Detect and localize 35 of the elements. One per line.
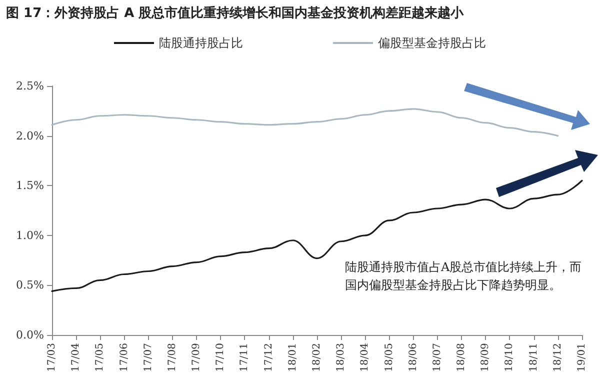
x-tick-label: 17/06 [118,343,130,372]
x-tick-label: 18/06 [408,343,419,372]
x-tick-label: 18/03 [336,343,347,372]
x-tick-label: 17/08 [166,343,178,372]
annotation: 陆股通持股市值占A股总市值比持续上升，而国内偏股型基金持股占比下降趋势明显。 [345,259,583,294]
x-tick-label: 18/09 [480,343,492,372]
x-tick-label: 18/01 [287,343,298,372]
x-tick-label: 18/04 [360,343,371,372]
y-tick-label: 2.0% [16,129,44,142]
x-tick-label: 17/05 [94,343,106,372]
y-tick-label: 1.0% [16,228,44,242]
line-series [51,108,559,137]
x-tick-label: 17/10 [215,343,226,372]
x-tick-label: 17/04 [70,343,82,372]
x-tick-label: 17/11 [239,343,250,372]
x-tick-label: 18/02 [312,343,322,372]
y-tick-label: 0.5% [16,278,44,292]
legend-label: 陆股通持股占比 [159,36,243,50]
legend-label: 偏股型基金持股占比 [378,36,486,50]
x-tick-label: 17/07 [142,343,154,372]
x-tick-label: 18/12 [552,343,564,372]
y-tick-label: 1.5% [16,179,44,192]
x-tick-label: 17/09 [191,343,202,372]
x-tick-label: 18/05 [384,343,395,372]
y-tick-label: 2.5% [16,80,44,92]
x-tick-label: 17/03 [46,343,58,372]
x-tick-label: 18/10 [504,343,516,372]
x-tick-label: 19/01 [576,343,588,372]
line-series [51,180,583,292]
y-tick-label: 0.0% [16,328,44,342]
x-tick-label: 17/12 [263,343,274,372]
x-tick-label: 18/07 [432,343,443,372]
chart-title: 图 17：外资持股占 A 股总市值比重持续增长和国内基金投资机构差距越来越小 [6,4,465,22]
x-tick-label: 18/08 [456,343,468,372]
x-tick-label: 18/11 [528,343,540,372]
